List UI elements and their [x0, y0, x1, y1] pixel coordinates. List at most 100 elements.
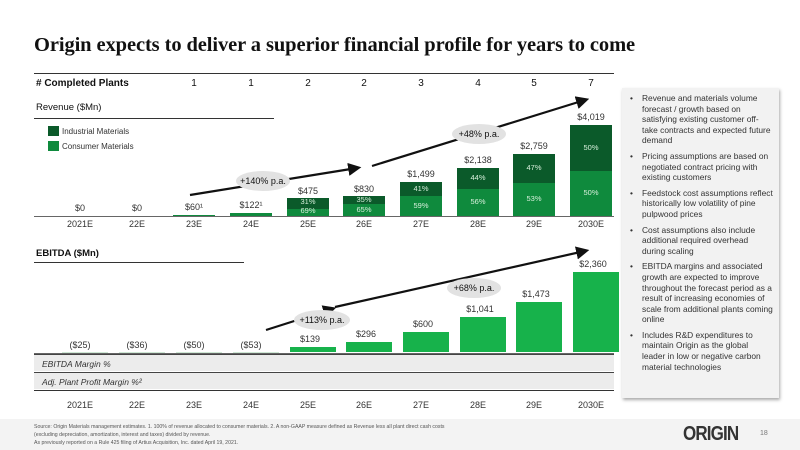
ebitda-value-label: $600	[412, 318, 434, 329]
ebitda-bar	[573, 272, 619, 352]
revenue-year-label: 28E	[469, 219, 486, 229]
ebitda-year-label: 24E	[242, 400, 259, 410]
ebitda-growth-2: +68% p.a.	[447, 278, 501, 298]
revenue-year-label: 22E	[128, 219, 145, 229]
plants-count: 5	[531, 78, 537, 89]
revenue-bar-consumer	[457, 188, 499, 216]
ebitda-value-label: $296	[355, 328, 377, 339]
revenue-year-label: 23E	[185, 219, 202, 229]
ebitda-value-label: $139	[299, 334, 321, 345]
ebitda-value-label: ($25)	[69, 340, 91, 350]
ebitda-value-label: ($53)	[240, 340, 262, 350]
assumptions-panel: Revenue and materials volume forecast / …	[622, 88, 779, 398]
revenue-bar-industrial	[457, 167, 499, 189]
revenue-title: Revenue ($Mn)	[36, 102, 102, 113]
share-label-consumer: 69%	[300, 206, 316, 215]
revenue-year-label: 29E	[525, 219, 542, 229]
plant-margin-label: Adj. Plant Profit Margin %²	[42, 377, 142, 387]
bullet-item: Pricing assumptions are based on negotia…	[630, 151, 773, 183]
revenue-bar-industrial	[513, 153, 555, 183]
plants-count: 2	[305, 78, 311, 89]
ebitda-margin-label: EBITDA Margin %	[42, 359, 111, 369]
ebitda-year-label: 2030E	[577, 400, 605, 410]
revenue-bar-consumer	[343, 203, 385, 216]
ebitda-year-label: 25E	[299, 400, 316, 410]
share-label-industrial: 31%	[287, 198, 329, 206]
legend-industrial: Industrial Materials	[62, 127, 130, 136]
assumptions-list: Revenue and materials volume forecast / …	[630, 93, 773, 372]
revenue-bar-consumer	[287, 208, 329, 216]
revenue-bar-industrial	[287, 205, 329, 209]
revenue-value-label: $2,138	[464, 154, 492, 165]
ebitda-bar	[290, 347, 336, 352]
ebitda-margin-row: EBITDA Margin %	[34, 354, 614, 371]
revenue-value-label: $2,759	[520, 140, 548, 151]
revenue-year-label: 2030E	[577, 219, 605, 229]
ebitda-bar	[460, 316, 506, 352]
revenue-bar-industrial	[400, 182, 442, 196]
revenue-value-label: $122¹	[239, 200, 263, 211]
bullet-item: EBITDA margins and associated growth are…	[630, 261, 773, 325]
footnote-line: As previously reported on a Rule 425 fil…	[34, 440, 239, 446]
ebitda-value-label: $1,473	[522, 289, 550, 300]
ebitda-year-label: 29E	[525, 400, 542, 410]
ebitda-year-label: 2021E	[66, 400, 94, 410]
revenue-value-label: $4,019	[577, 112, 605, 122]
divider	[34, 118, 274, 119]
legend-swatch-consumer	[48, 141, 59, 151]
share-label-industrial: 35%	[343, 196, 385, 205]
plants-count: 3	[418, 78, 424, 89]
share-label-consumer: 65%	[356, 204, 372, 214]
share-label-industrial: 50%	[583, 142, 599, 152]
divider	[34, 262, 244, 263]
footer	[0, 419, 800, 450]
ebitda-title: EBITDA ($Mn)	[36, 248, 99, 259]
ebitda-bar	[346, 341, 392, 352]
revenue-year-label: 24E	[242, 219, 259, 229]
footnote: Source: Origin Materials management esti…	[34, 423, 454, 447]
share-label-consumer: 50%	[583, 188, 599, 198]
revenue-bar-industrial	[570, 125, 612, 171]
ebitda-bar	[516, 302, 562, 352]
revenue-bar-consumer	[513, 182, 555, 216]
divider	[34, 73, 614, 74]
revenue-bar-consumer	[570, 170, 612, 216]
plants-count: 7	[588, 78, 594, 89]
revenue-year-label: 2021E	[66, 219, 94, 229]
ebitda-year-label: 28E	[469, 400, 486, 410]
bullet-item: Includes R&D expenditures to maintain Or…	[630, 330, 773, 372]
page-title: Origin expects to deliver a superior fin…	[34, 34, 636, 56]
ebitda-growth-1: +113% p.a.	[294, 310, 350, 330]
plants-count: 1	[248, 78, 254, 89]
revenue-value-label: $830	[353, 184, 375, 195]
bullet-item: Revenue and materials volume forecast / …	[630, 93, 773, 146]
revenue-year-label: 27E	[412, 219, 429, 229]
revenue-value-label: $475	[297, 186, 319, 196]
plants-count: 2	[361, 78, 367, 89]
revenue-growth-1: +140% p.a.	[236, 171, 290, 191]
ebitda-year-label: 23E	[185, 400, 202, 410]
ebitda-bar	[403, 331, 449, 352]
share-label-industrial: 44%	[470, 173, 486, 183]
revenue-value-label: $0	[74, 203, 85, 213]
ebitda-year-label: 26E	[355, 400, 372, 410]
revenue-value-label: $0	[131, 203, 142, 213]
share-label-consumer: 56%	[470, 197, 486, 207]
ebitda-value-label: $2,360	[579, 259, 607, 269]
revenue-bar-consumer	[173, 214, 215, 217]
ebitda-value-label: $1,041	[466, 303, 494, 314]
bullet-item: Cost assumptions also include additional…	[630, 225, 773, 257]
bullet-item: Feedstock cost assumptions reflect histo…	[630, 188, 773, 220]
ebitda-value-label: ($36)	[126, 340, 148, 350]
plants-count: 1	[191, 78, 197, 89]
share-label-industrial: 41%	[413, 184, 429, 194]
share-label-consumer: 59%	[413, 200, 429, 210]
page-number: 18	[760, 430, 768, 437]
revenue-axis	[34, 216, 614, 217]
revenue-bar-consumer	[230, 213, 272, 216]
ebitda-value-label: ($50)	[183, 340, 205, 350]
origin-logo: ORIGIN	[683, 423, 739, 445]
legend-swatch-industrial	[48, 126, 59, 136]
footnote-line: Source: Origin Materials management esti…	[34, 424, 445, 438]
share-label-consumer: 53%	[526, 194, 542, 204]
